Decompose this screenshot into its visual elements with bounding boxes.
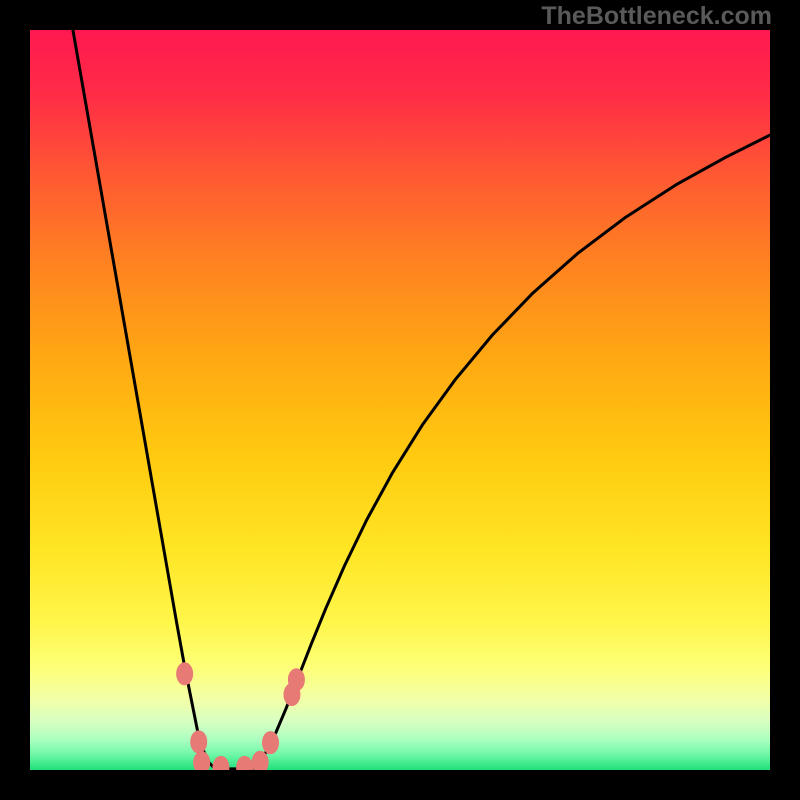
- bottleneck-curve: [73, 30, 770, 769]
- plot-area: [30, 30, 770, 770]
- data-marker: [191, 731, 207, 753]
- data-marker: [288, 669, 304, 691]
- data-marker: [252, 751, 268, 770]
- data-marker: [177, 663, 193, 685]
- data-marker: [194, 752, 210, 770]
- watermark-text: TheBottleneck.com: [541, 2, 772, 31]
- data-marker: [213, 756, 229, 770]
- chart-container: TheBottleneck.com: [0, 0, 800, 800]
- data-marker: [237, 756, 253, 770]
- data-marker: [263, 732, 279, 754]
- curve-layer: [30, 30, 770, 770]
